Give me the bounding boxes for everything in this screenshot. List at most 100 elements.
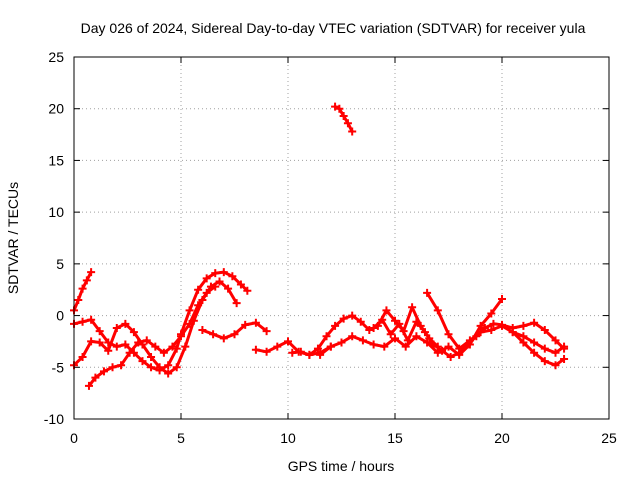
data-point: [84, 381, 93, 390]
data-point: [423, 288, 432, 297]
data-point: [296, 347, 305, 356]
data-point: [339, 314, 348, 323]
data-point: [356, 317, 365, 326]
data-point: [241, 320, 250, 329]
data-point: [348, 332, 357, 341]
data-point: [230, 330, 239, 339]
data-point: [386, 330, 395, 339]
data-point: [202, 274, 211, 283]
data-point: [95, 338, 104, 347]
data-point: [498, 321, 506, 330]
y-tick-label: 5: [56, 256, 64, 272]
x-tick-label: 15: [387, 430, 403, 446]
data-point: [262, 327, 271, 336]
data-point: [395, 319, 404, 328]
data-point: [498, 295, 506, 304]
data-point: [444, 330, 453, 339]
y-tick-label: 20: [48, 101, 64, 117]
data-point: [438, 346, 447, 355]
data-point: [519, 321, 528, 330]
data-point: [87, 337, 96, 346]
data-point: [194, 301, 203, 310]
data-point: [211, 282, 220, 291]
data-point: [348, 127, 357, 136]
data-point: [262, 347, 271, 356]
data-point: [129, 328, 138, 337]
x-tick-label: 25: [601, 430, 617, 446]
data-point: [540, 357, 549, 366]
x-tick-label: 20: [494, 430, 510, 446]
series-arc-4: [84, 282, 220, 390]
data-point: [78, 317, 87, 326]
data-point: [125, 348, 134, 357]
data-point: [551, 348, 560, 357]
series-line: [372, 318, 566, 359]
data-point: [185, 306, 194, 315]
data-point: [337, 338, 346, 347]
series-arc-5: [198, 318, 271, 343]
data-point: [172, 344, 181, 353]
data-point: [181, 342, 190, 351]
data-point: [378, 315, 387, 324]
data-point: [198, 326, 207, 335]
data-point: [339, 111, 348, 120]
data-point: [134, 338, 143, 347]
data-point: [487, 309, 496, 318]
data-point: [155, 363, 164, 372]
data-point: [412, 332, 421, 341]
data-point: [369, 340, 378, 349]
data-point: [519, 332, 528, 341]
axis-ticks: 0 5 10 15 20 25 -10 -5 0 5 10 15 20 25: [44, 49, 617, 446]
data-point: [380, 342, 389, 351]
series-arc-11: [423, 288, 569, 370]
data-point: [326, 342, 335, 351]
data-point: [322, 332, 331, 341]
y-tick-label: 0: [56, 308, 64, 324]
data-point: [305, 350, 314, 359]
data-point: [530, 338, 539, 347]
data-point: [194, 285, 203, 294]
data-point: [365, 326, 374, 335]
data-point: [382, 306, 391, 315]
data-point: [446, 352, 455, 361]
data-point: [185, 319, 194, 328]
data-point: [236, 280, 245, 289]
data-point: [540, 344, 549, 353]
data-point: [219, 334, 228, 343]
series-arc-9: [331, 102, 357, 136]
data-point: [112, 323, 121, 332]
data-point: [164, 369, 173, 378]
data-point: [151, 342, 160, 351]
data-point: [508, 328, 517, 337]
data-point: [164, 361, 173, 370]
data-point: [87, 315, 96, 324]
data-point: [112, 342, 121, 351]
data-point: [121, 319, 130, 328]
data-point: [429, 340, 438, 349]
data-point: [408, 303, 417, 312]
x-tick-label: 5: [177, 430, 185, 446]
data-point: [142, 336, 151, 345]
data-point: [358, 336, 367, 345]
data-point: [104, 346, 113, 355]
y-tick-label: 15: [48, 152, 64, 168]
data-point: [117, 361, 126, 370]
series-arc-2: [70, 268, 252, 375]
y-tick-label: -5: [52, 359, 65, 375]
data-point: [348, 311, 357, 320]
series-line: [87, 285, 217, 388]
data-point: [420, 328, 429, 337]
data-point: [159, 348, 168, 357]
data-point: [331, 102, 340, 111]
data-point: [433, 306, 442, 315]
data-point: [219, 268, 228, 277]
data-point: [444, 342, 453, 351]
x-axis-label: GPS time / hours: [288, 458, 395, 474]
data-point: [251, 318, 260, 327]
series-line: [425, 291, 566, 367]
data-point: [403, 336, 412, 345]
data-point: [91, 373, 100, 382]
data-point: [215, 277, 224, 286]
